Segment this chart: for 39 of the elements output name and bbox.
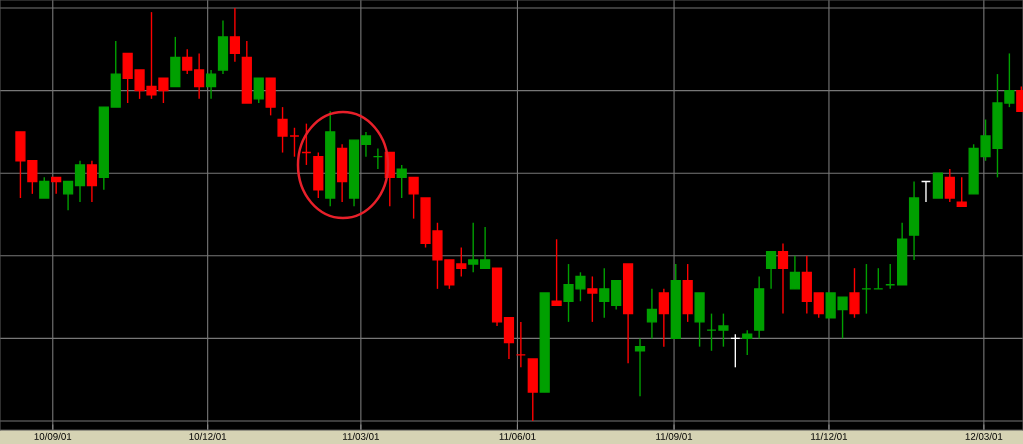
candlestick [182,48,193,75]
candlestick [51,176,62,195]
candlestick [634,337,646,397]
candlestick [789,255,801,290]
candlestick [849,267,860,319]
candlestick [718,312,729,348]
candlestick [742,329,753,356]
x-tick-label: 12/03/01 [965,432,1003,440]
candlestick [408,176,419,220]
candlestick [765,250,777,290]
candlestick [86,160,98,203]
candlestick [62,180,74,212]
candlestick [253,77,264,104]
x-tick-label: 11/06/01 [499,432,536,440]
candlestick [360,131,372,158]
candlestick [39,176,50,199]
candlestick [479,226,491,269]
candlestick [777,242,789,315]
candlestick [587,275,598,323]
candlestick [551,238,562,307]
candlestick [456,246,467,278]
candlestick [229,7,241,63]
candlestick [468,222,479,274]
candlestick [813,292,824,319]
candlestick [205,69,217,100]
x-tick-label: 11/12/01 [811,432,848,440]
x-tick-label: 11/09/01 [656,432,693,440]
candlestick [646,288,658,340]
candlestick [599,267,610,319]
candlestick [658,288,669,348]
candlestick [944,168,955,203]
candlestick [956,176,967,207]
x-tick-label: 11/03/01 [343,432,379,440]
candlestick [277,106,288,154]
x-tick-label: 10/09/01 [34,432,72,440]
candlestick [396,164,407,199]
x-tick-label: 10/12/01 [189,432,227,440]
candlestick [74,160,86,203]
candlestick [194,52,205,100]
